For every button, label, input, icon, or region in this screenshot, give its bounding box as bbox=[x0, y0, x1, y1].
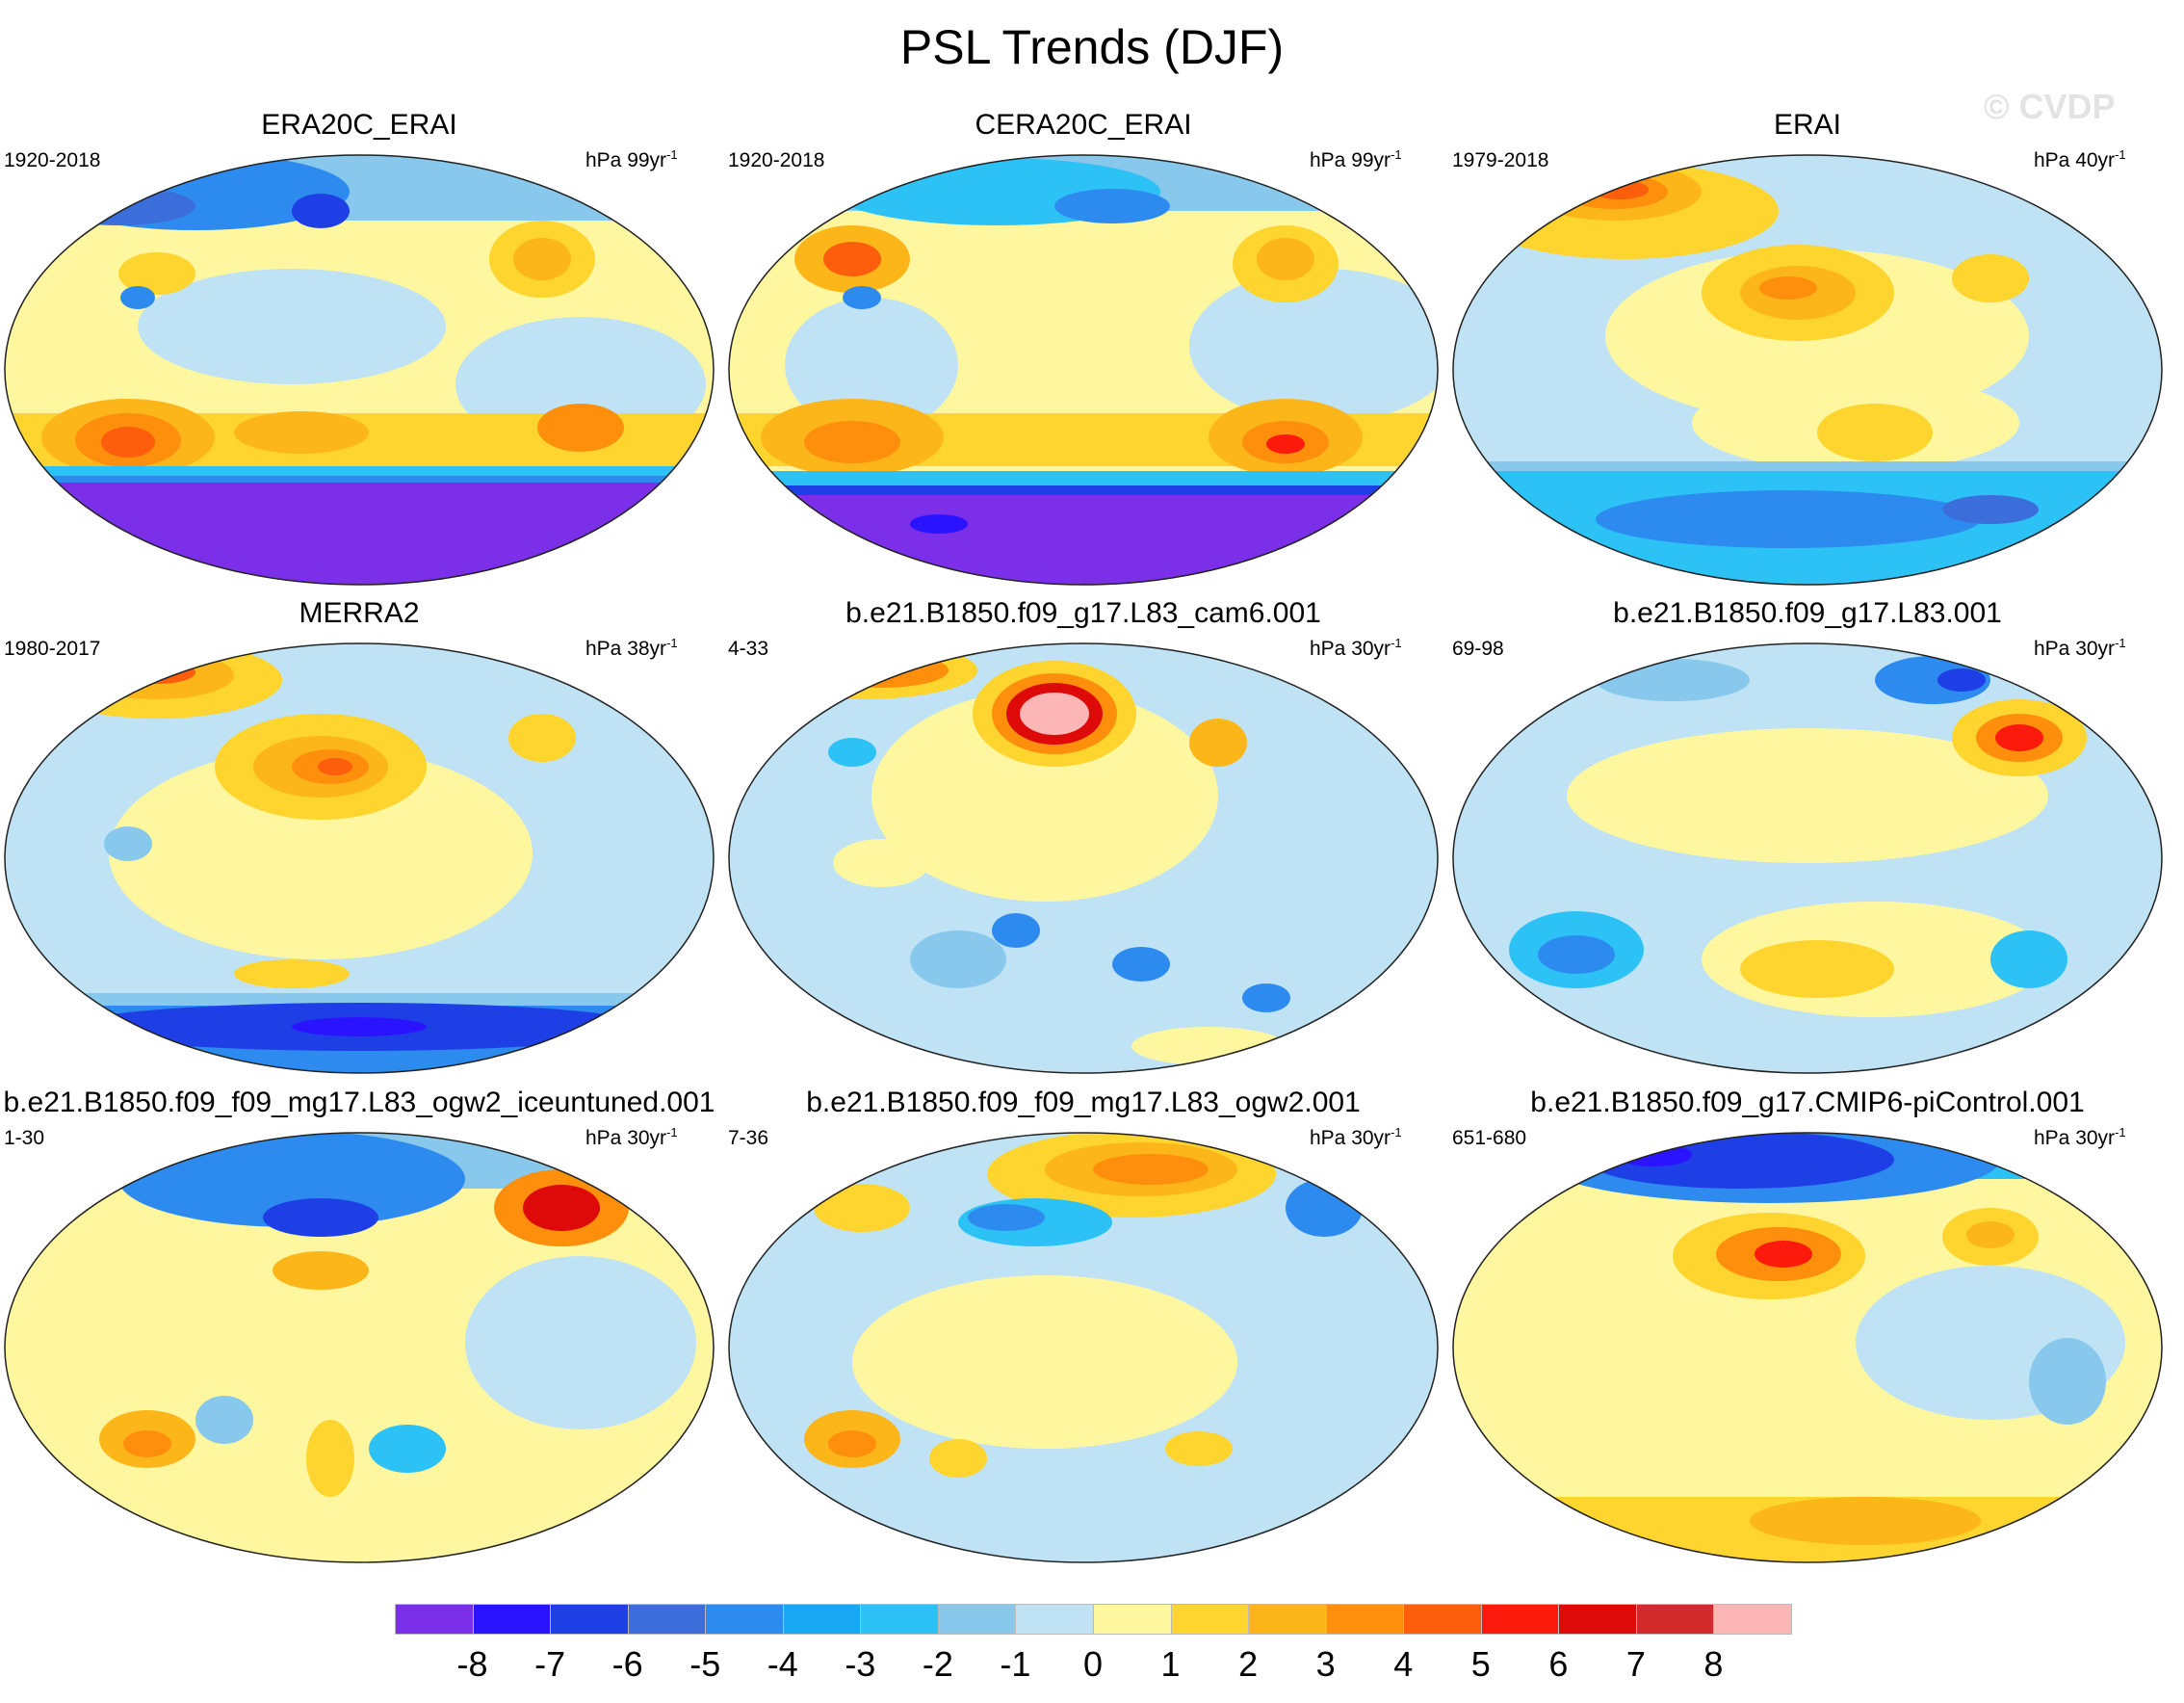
panel-years: 1920-2018 bbox=[728, 149, 825, 171]
trend-map bbox=[1452, 642, 2163, 1074]
panel-title: b.e21.B1850.f09_f09_mg17.L83_ogw2_iceunt… bbox=[3, 1087, 715, 1118]
colorbar-box bbox=[860, 1604, 939, 1635]
colorbar-tick-label: 8 bbox=[1703, 1644, 1724, 1684]
colorbar-box bbox=[1093, 1604, 1172, 1635]
colorbar-tick-label: -3 bbox=[845, 1644, 876, 1684]
colorbar-box bbox=[627, 1604, 707, 1635]
panel-cam6-001: b.e21.B1850.f09_g17.L83_cam6.001 4-33 hP… bbox=[724, 597, 1443, 1079]
panel-units: hPa 30yr-1 bbox=[2034, 636, 2126, 660]
panel-units: hPa 38yr-1 bbox=[585, 636, 678, 660]
panel-units: hPa 30yr-1 bbox=[2034, 1125, 2126, 1149]
colorbar-tick-label: 1 bbox=[1160, 1644, 1181, 1684]
panel-erai: ERAI 1979-2018 hPa 40yr-1 bbox=[1448, 109, 2167, 590]
panel-title: b.e21.B1850.f09_g17.L83.001 bbox=[1613, 597, 2002, 629]
panel-title: CERA20C_ERAI bbox=[975, 109, 1192, 141]
panel-years: 1979-2018 bbox=[1452, 149, 1549, 171]
colorbar-box bbox=[937, 1604, 1017, 1635]
panel-units: hPa 40yr-1 bbox=[2034, 147, 2126, 171]
trend-map bbox=[1452, 154, 2163, 586]
figure-title: PSL Trends (DJF) bbox=[899, 20, 1285, 74]
panel-title: b.e21.B1850.f09_g17.CMIP6-piControl.001 bbox=[1530, 1087, 2085, 1118]
trend-map bbox=[728, 1132, 1439, 1563]
panel-units: hPa 30yr-1 bbox=[1310, 636, 1402, 660]
cvdp-watermark: © CVDP bbox=[1984, 87, 2116, 126]
panel-years: 69-98 bbox=[1452, 638, 1504, 660]
trend-map bbox=[4, 154, 715, 586]
panel-ogw2-iceuntuned: b.e21.B1850.f09_f09_mg17.L83_ogw2_iceunt… bbox=[0, 1087, 718, 1568]
trend-map bbox=[728, 642, 1439, 1074]
trend-map bbox=[728, 154, 1439, 586]
colorbar-tick-label: 0 bbox=[1082, 1644, 1104, 1684]
colorbar-tick-label: 3 bbox=[1315, 1644, 1336, 1684]
panel-era20c-erai: ERA20C_ERAI 1920-2018 hPa 99yr-1 bbox=[0, 109, 718, 590]
panel-years: 1920-2018 bbox=[4, 149, 101, 171]
panel-l83-001: b.e21.B1850.f09_g17.L83.001 69-98 hPa 30… bbox=[1448, 597, 2167, 1079]
panel-years: 1980-2017 bbox=[4, 638, 101, 660]
colorbar-box bbox=[1170, 1604, 1250, 1635]
trend-map bbox=[1452, 1132, 2163, 1563]
trend-map bbox=[4, 1132, 715, 1563]
panel-years: 7-36 bbox=[728, 1127, 769, 1149]
colorbar-box bbox=[1558, 1604, 1637, 1635]
panel-ogw2-001: b.e21.B1850.f09_f09_mg17.L83_ogw2.001 7-… bbox=[724, 1087, 1443, 1568]
panel-title: ERAI bbox=[1773, 109, 1842, 141]
colorbar-box bbox=[1635, 1604, 1715, 1635]
panel-merra2: MERRA2 1980-2017 hPa 38yr-1 bbox=[0, 597, 718, 1079]
colorbar-tick-label: -8 bbox=[456, 1644, 488, 1684]
colorbar-tick-label: 7 bbox=[1625, 1644, 1646, 1684]
panel-cera20c-erai: CERA20C_ERAI 1920-2018 hPa 99yr-1 bbox=[724, 109, 1443, 590]
colorbar-box bbox=[1713, 1604, 1792, 1635]
colorbar bbox=[395, 1604, 1792, 1637]
colorbar-box bbox=[1248, 1604, 1327, 1635]
panel-years: 651-680 bbox=[1452, 1127, 1527, 1149]
colorbar-tick-label: -4 bbox=[767, 1644, 798, 1684]
colorbar-box bbox=[1480, 1604, 1560, 1635]
colorbar-tick-label: -2 bbox=[922, 1644, 953, 1684]
panel-years: 4-33 bbox=[728, 638, 769, 660]
panel-years: 1-30 bbox=[4, 1127, 45, 1149]
colorbar-tick-label: -1 bbox=[1000, 1644, 1031, 1684]
colorbar-box bbox=[705, 1604, 784, 1635]
colorbar-tick-label: -5 bbox=[689, 1644, 721, 1684]
panel-title: MERRA2 bbox=[299, 597, 420, 629]
colorbar-tick-label: 4 bbox=[1393, 1644, 1414, 1684]
panel-units: hPa 99yr-1 bbox=[585, 147, 678, 171]
colorbar-tick-label: 6 bbox=[1548, 1644, 1569, 1684]
colorbar-box bbox=[1325, 1604, 1405, 1635]
panel-title: b.e21.B1850.f09_g17.L83_cam6.001 bbox=[845, 597, 1321, 629]
panel-title: ERA20C_ERAI bbox=[261, 109, 457, 141]
colorbar-tick-label: 5 bbox=[1470, 1644, 1491, 1684]
colorbar-box bbox=[472, 1604, 552, 1635]
panel-title: b.e21.B1850.f09_f09_mg17.L83_ogw2.001 bbox=[806, 1087, 1361, 1118]
colorbar-box bbox=[782, 1604, 862, 1635]
trend-map bbox=[4, 642, 715, 1074]
colorbar-box bbox=[550, 1604, 629, 1635]
colorbar-tick-label: 2 bbox=[1238, 1644, 1259, 1684]
panel-units: hPa 30yr-1 bbox=[585, 1125, 678, 1149]
colorbar-box bbox=[395, 1604, 474, 1635]
colorbar-tick-label: -6 bbox=[611, 1644, 643, 1684]
panel-units: hPa 99yr-1 bbox=[1310, 147, 1402, 171]
panel-units: hPa 30yr-1 bbox=[1310, 1125, 1402, 1149]
panel-cmip6-picontrol: b.e21.B1850.f09_g17.CMIP6-piControl.001 … bbox=[1448, 1087, 2167, 1568]
colorbar-box bbox=[1015, 1604, 1094, 1635]
colorbar-box bbox=[1403, 1604, 1482, 1635]
colorbar-tick-label: -7 bbox=[534, 1644, 566, 1684]
